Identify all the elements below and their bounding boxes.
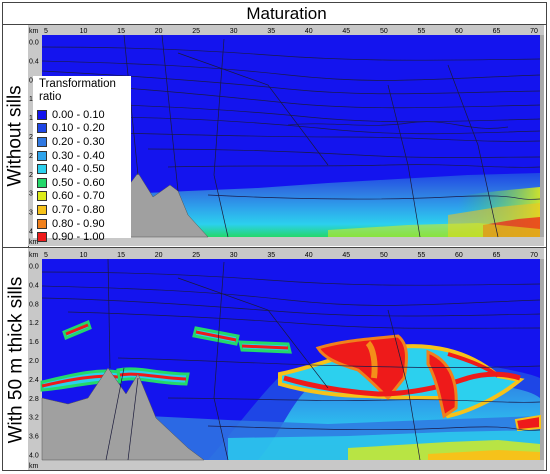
x-tick-label: 30 [230, 28, 238, 35]
legend-swatch [37, 177, 47, 188]
x-tick-label: 20 [155, 28, 163, 35]
x-tick-label: 15 [117, 28, 125, 35]
legend-item: 0.00 - 0.10 [37, 108, 131, 122]
label-column-divider [28, 24, 29, 471]
x-tick-label: 5 [44, 252, 48, 259]
y-axis-unit-label-2: km [29, 252, 39, 259]
fault-lines [123, 34, 499, 238]
y-tick-label: 3.2 [29, 415, 39, 422]
x-tick-label: 15 [117, 252, 125, 259]
x-tick-label: 25 [192, 28, 200, 35]
legend-item: 0.60 - 0.70 [37, 190, 131, 204]
legend-label: 0.90 - 1.00 [52, 231, 105, 244]
legend-swatch [37, 164, 47, 175]
legend-swatch [37, 191, 47, 202]
y-tick-label: 2.8 [29, 396, 39, 403]
x-tick-label: 70 [530, 28, 538, 35]
title-divider [2, 24, 547, 25]
legend-label: 0.70 - 0.80 [52, 203, 105, 216]
x-tick-label: 10 [80, 252, 88, 259]
legend-label: 0.40 - 0.50 [52, 163, 105, 176]
y-tick-label: 1.6 [29, 339, 39, 346]
y-tick-label: 0.4 [29, 282, 39, 289]
x-axis-bar [28, 25, 544, 35]
x-tick-label: 50 [380, 252, 388, 259]
legend-label: 0.80 - 0.90 [52, 217, 105, 230]
x-tick-label: 60 [455, 252, 463, 259]
legend-label: 0.00 - 0.10 [52, 108, 105, 121]
x-tick-label: 60 [455, 28, 463, 35]
y-tick-label: 0.0 [29, 40, 39, 47]
y-tick-label: 3.6 [29, 434, 39, 441]
legend-item: 0.90 - 1.00 [37, 230, 131, 244]
panel-label-without-sills: Without sills [5, 85, 27, 187]
legend-item: 0.70 - 0.80 [37, 203, 131, 217]
x-tick-label: 50 [380, 28, 388, 35]
x-tick-label: 35 [267, 28, 275, 35]
x-axis-unit-label-2: km [29, 463, 39, 470]
section-plot-with-sills: 5 10 15 20 25 30 35 40 45 50 55 60 65 70 0.0 0.4 0.8 1.2… [28, 248, 544, 470]
legend-item: 0.10 - 0.20 [37, 122, 131, 136]
x-tick-label: 65 [493, 28, 501, 35]
x-tick-label: 30 [230, 252, 238, 259]
x-tick-label: 5 [44, 28, 48, 35]
panel-label-with-sills: With 50 m thick sills [5, 276, 26, 443]
y-tick-label: 4.0 [29, 453, 39, 460]
x-tick-label: 45 [342, 252, 350, 259]
panel-divider [2, 247, 547, 248]
y-axis-unit-label: km [29, 28, 39, 35]
x-tick-label: 45 [342, 28, 350, 35]
x-tick-label: 10 [80, 28, 88, 35]
y-tick-label: 2.4 [29, 377, 39, 384]
legend-swatch [37, 218, 47, 229]
legend-item: 0.80 - 0.90 [37, 217, 131, 231]
x-tick-label: 55 [417, 28, 425, 35]
y-tick-label: 0.8 [29, 301, 39, 308]
legend-swatch [37, 109, 47, 120]
x-tick-label: 35 [267, 252, 275, 259]
legend-label: 0.20 - 0.30 [52, 135, 105, 148]
transformation-ratio-legend: Transformation ratio 0.00 - 0.10 0.10 - 0… [33, 76, 131, 243]
legend-swatch [37, 136, 47, 147]
x-tick-label: 65 [493, 252, 501, 259]
legend-label: 0.50 - 0.60 [52, 176, 105, 189]
figure-title: Maturation [246, 4, 327, 23]
legend-label: 0.30 - 0.40 [52, 149, 105, 162]
sill-aureoles [40, 319, 541, 432]
x-tick-label: 40 [305, 252, 313, 259]
legend-item: 0.30 - 0.40 [37, 149, 131, 163]
y-tick-label: 1.2 [29, 320, 39, 327]
legend-title: Transformation ratio [39, 78, 116, 103]
legend-label: 0.10 - 0.20 [52, 122, 105, 135]
x-tick-label: 25 [192, 252, 200, 259]
x-tick-label: 70 [530, 252, 538, 259]
legend-swatch [37, 123, 47, 134]
legend-item: 0.20 - 0.30 [37, 135, 131, 149]
y-tick-label: 2.0 [29, 358, 39, 365]
legend-swatch [37, 232, 47, 243]
x-tick-label: 20 [155, 252, 163, 259]
legend-swatch [37, 150, 47, 161]
x-tick-label: 40 [305, 28, 313, 35]
legend-item: 0.40 - 0.50 [37, 162, 131, 176]
x-tick-label: 55 [417, 252, 425, 259]
legend-swatch [37, 204, 47, 215]
x-axis-unit-label: km [29, 239, 39, 246]
y-tick-label: 0.4 [29, 58, 39, 65]
legend-item: 0.50 - 0.60 [37, 176, 131, 190]
y-tick-label: 0.0 [29, 264, 39, 271]
legend-label: 0.60 - 0.70 [52, 190, 105, 203]
